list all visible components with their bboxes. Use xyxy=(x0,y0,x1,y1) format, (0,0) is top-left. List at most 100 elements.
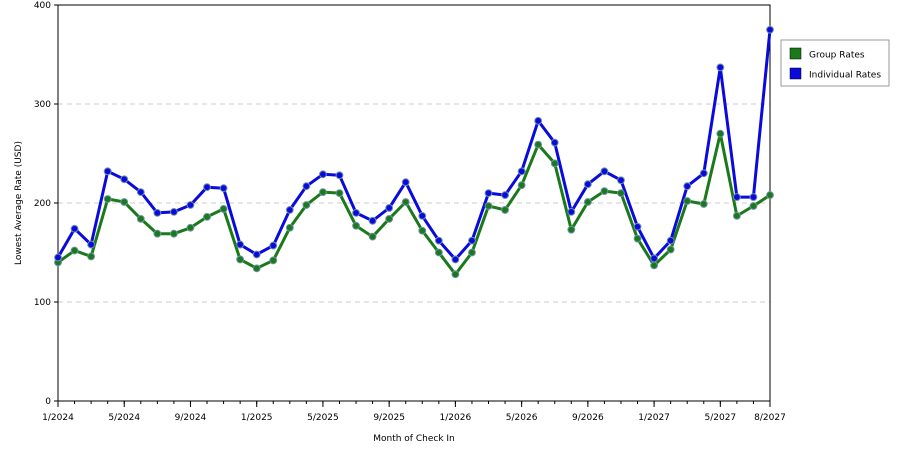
x-tick-label: 5/2025 xyxy=(307,413,339,423)
data-point-1 xyxy=(517,167,526,176)
x-tick-label: 1/2025 xyxy=(241,413,273,423)
data-point-1 xyxy=(401,178,410,187)
data-point-0 xyxy=(534,140,543,149)
data-point-1 xyxy=(54,253,62,262)
data-point-0 xyxy=(617,189,625,198)
data-point-1 xyxy=(103,167,112,176)
data-point-0 xyxy=(219,205,228,213)
data-point-0 xyxy=(434,248,443,257)
data-point-1 xyxy=(550,138,559,147)
data-point-1 xyxy=(252,250,261,259)
grid-lines xyxy=(58,103,770,303)
y-tick-label: 0 xyxy=(45,397,51,407)
data-point-1 xyxy=(434,236,443,245)
series-line-1 xyxy=(56,28,772,261)
data-point-0 xyxy=(418,226,427,235)
y-axis: 0 100 200 300 400 xyxy=(34,1,58,407)
data-point-0 xyxy=(236,255,245,264)
data-point-0 xyxy=(302,201,311,209)
data-point-1 xyxy=(633,222,642,231)
x-axis-title: Month of Check In xyxy=(373,434,455,444)
x-tick-label: 1/2026 xyxy=(440,413,472,423)
y-axis-title: Lowest Average Rate (USD) xyxy=(14,141,24,265)
data-point-0 xyxy=(766,191,774,199)
data-point-0 xyxy=(683,197,692,205)
data-point-0 xyxy=(252,264,261,273)
data-point-0 xyxy=(368,232,377,241)
data-point-0 xyxy=(319,188,327,197)
data-point-0 xyxy=(583,198,592,206)
data-point-1 xyxy=(285,206,294,214)
data-point-0 xyxy=(335,189,344,198)
data-point-0 xyxy=(136,214,145,223)
data-point-1 xyxy=(683,182,692,191)
data-point-1 xyxy=(699,169,708,178)
x-tick-label: 5/2026 xyxy=(506,413,538,423)
series-line-0 xyxy=(56,132,772,276)
legend-swatch-individual xyxy=(789,67,802,80)
data-point-1 xyxy=(451,255,460,264)
data-point-1 xyxy=(136,188,145,197)
data-point-1 xyxy=(170,208,178,216)
data-point-1 xyxy=(269,241,278,250)
data-point-0 xyxy=(633,234,642,243)
data-point-1 xyxy=(120,175,129,184)
x-tick-label: 1/2027 xyxy=(638,413,670,423)
data-point-1 xyxy=(666,236,675,245)
data-point-0 xyxy=(501,206,509,214)
data-point-1 xyxy=(732,193,741,201)
data-point-0 xyxy=(650,261,658,270)
data-point-1 xyxy=(650,254,658,263)
x-tick-label: 1/2024 xyxy=(42,413,74,423)
data-point-0 xyxy=(203,212,211,221)
data-point-0 xyxy=(70,246,79,255)
y-tick-label: 100 xyxy=(34,298,51,308)
data-point-0 xyxy=(699,200,708,208)
data-point-0 xyxy=(600,187,609,196)
data-point-0 xyxy=(716,129,725,138)
legend-swatch-group xyxy=(789,47,802,60)
data-point-0 xyxy=(170,229,178,238)
data-point-1 xyxy=(319,170,327,179)
data-point-0 xyxy=(153,229,162,238)
data-point-1 xyxy=(368,216,377,225)
legend-label-group: Group Rates xyxy=(809,51,865,61)
data-point-1 xyxy=(203,183,211,192)
data-point-1 xyxy=(418,211,427,220)
data-point-1 xyxy=(716,63,725,72)
data-point-1 xyxy=(468,236,476,245)
data-point-1 xyxy=(87,240,96,249)
data-point-1 xyxy=(186,201,195,209)
data-point-0 xyxy=(484,202,493,210)
y-tick-label: 400 xyxy=(34,1,51,11)
data-point-0 xyxy=(285,223,294,232)
data-point-0 xyxy=(120,198,129,206)
x-tick-label: 8/2027 xyxy=(754,413,786,423)
data-point-0 xyxy=(103,195,112,203)
data-point-1 xyxy=(335,171,344,180)
x-tick-label: 9/2024 xyxy=(175,413,207,423)
data-point-0 xyxy=(186,223,195,232)
data-point-0 xyxy=(666,245,675,254)
x-tick-label: 9/2026 xyxy=(572,413,604,423)
data-point-1 xyxy=(302,182,311,191)
data-point-0 xyxy=(352,221,360,230)
data-point-0 xyxy=(269,256,278,265)
data-point-1 xyxy=(583,180,592,189)
data-point-1 xyxy=(501,191,509,199)
data-point-1 xyxy=(153,209,162,217)
y-tick-label: 300 xyxy=(34,100,51,110)
data-point-1 xyxy=(484,189,493,198)
data-point-1 xyxy=(766,25,774,34)
data-point-1 xyxy=(70,224,79,233)
data-point-0 xyxy=(451,270,460,279)
data-point-1 xyxy=(617,176,625,185)
data-point-1 xyxy=(600,167,609,176)
y-tick-label: 200 xyxy=(34,199,51,209)
data-point-0 xyxy=(468,248,476,257)
data-point-1 xyxy=(534,116,543,125)
legend-label-individual: Individual Rates xyxy=(809,71,881,81)
data-point-0 xyxy=(749,202,758,210)
data-point-1 xyxy=(352,209,360,217)
